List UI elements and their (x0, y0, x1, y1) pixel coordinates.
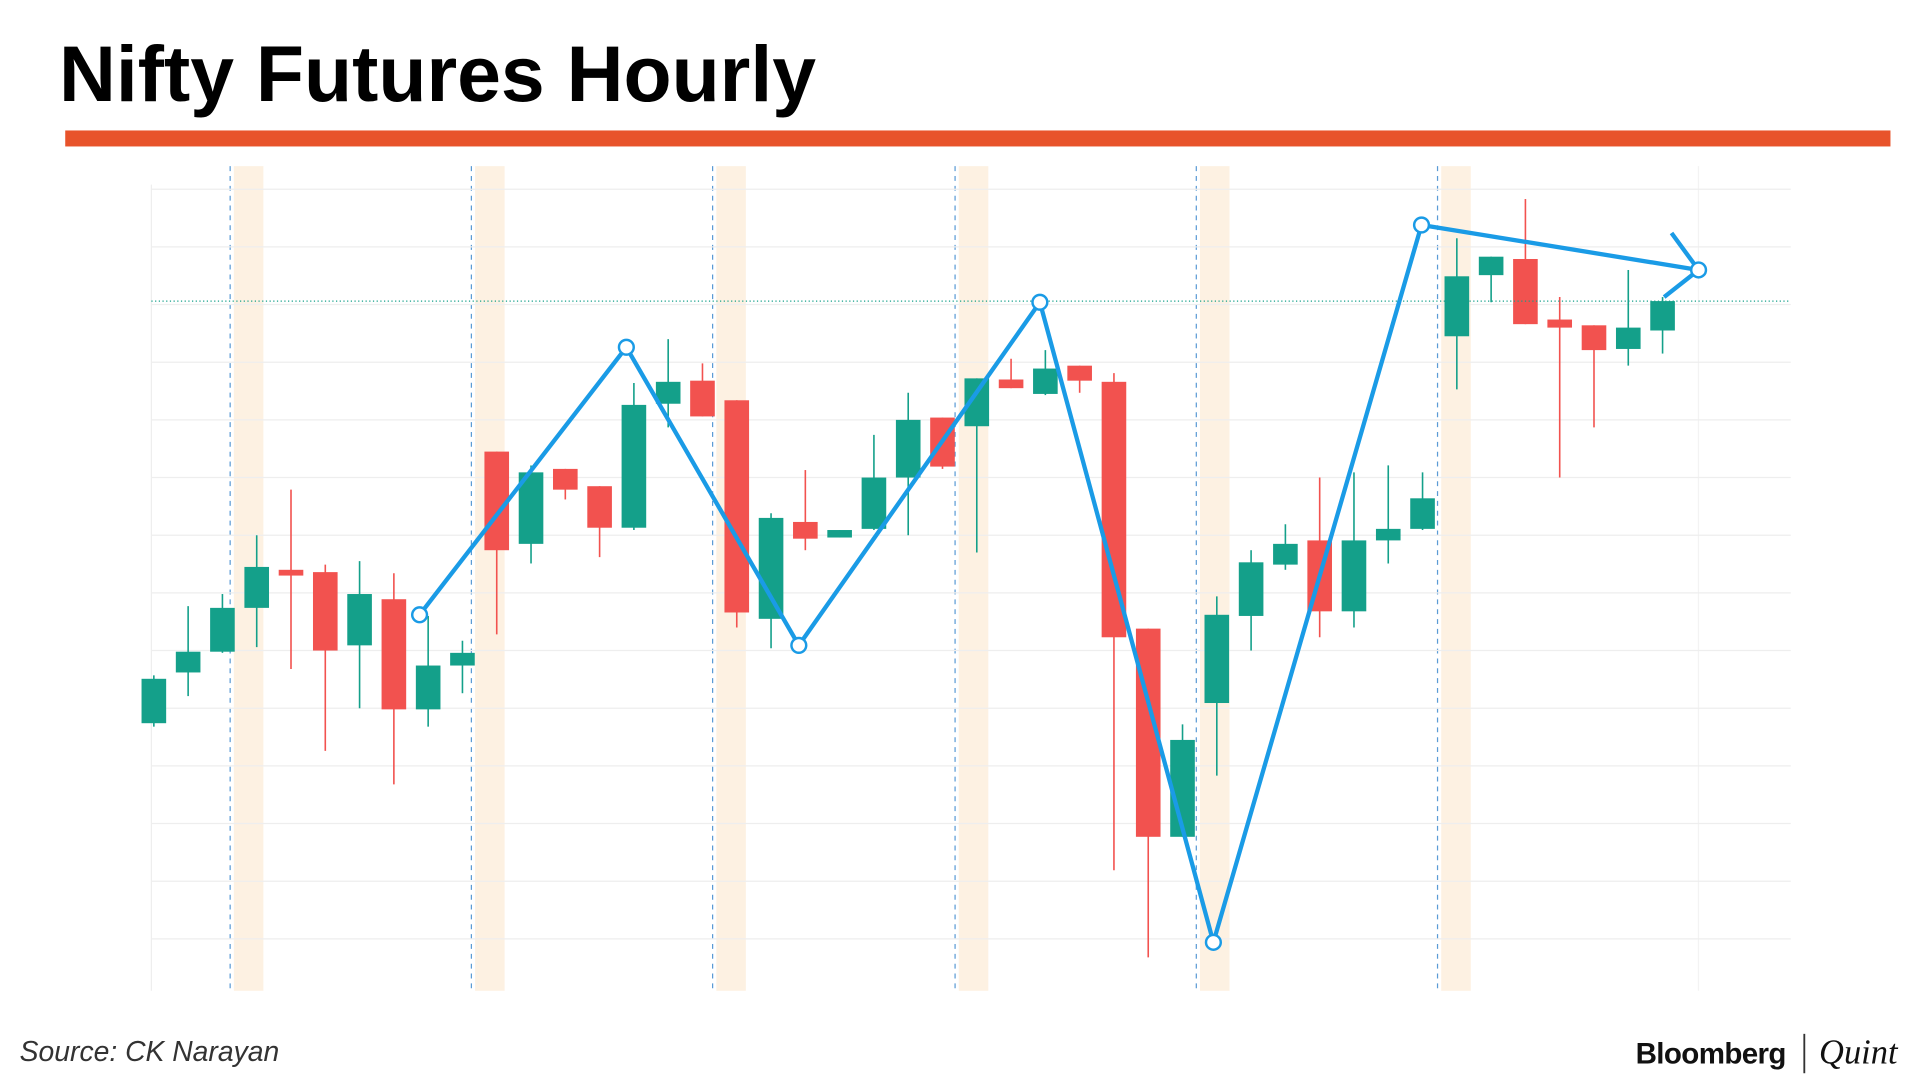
candle-body (621, 404, 647, 528)
candle-body (1547, 319, 1573, 328)
zigzag-point (1204, 933, 1222, 951)
candle-body (655, 381, 681, 404)
candle-body (1238, 562, 1264, 616)
candle-body (553, 468, 578, 490)
candle-body (1410, 498, 1435, 529)
candle-body (1067, 365, 1092, 381)
zigzag-point (1031, 293, 1049, 311)
candle-body (347, 594, 372, 646)
candle-body (278, 569, 304, 576)
candle-body (244, 566, 270, 608)
candle-body (1478, 256, 1504, 276)
zigzag-point (410, 606, 429, 624)
candle-body (724, 400, 750, 613)
session-band (475, 166, 505, 991)
candle-body (1581, 325, 1607, 351)
candle-body (1375, 528, 1401, 541)
title-rule (65, 130, 1891, 147)
zigzag-point (1412, 216, 1431, 234)
candle-body (1033, 368, 1058, 394)
candle-body (450, 652, 475, 666)
brand-name: Bloomberg (1636, 1037, 1786, 1070)
session-band (958, 166, 989, 991)
candle-body (141, 678, 167, 724)
candle-body (312, 572, 338, 651)
candle-body (1101, 381, 1127, 638)
candle-body (1204, 614, 1230, 704)
candle-body (381, 599, 407, 710)
plot-area (141, 166, 1791, 991)
session-band (1200, 166, 1230, 991)
candle-body (1615, 327, 1641, 349)
candle-body (758, 517, 784, 619)
candle-body (1444, 276, 1470, 337)
candle-body (1650, 301, 1675, 331)
candle-body (793, 521, 818, 539)
zigzag-point (1689, 261, 1708, 279)
candle-body (1513, 258, 1538, 325)
candle-body (415, 665, 441, 710)
zigzag-point (617, 338, 635, 356)
candle-body (1341, 540, 1367, 612)
candle-body (587, 486, 612, 528)
brand-sub: Quint (1819, 1033, 1899, 1071)
candle-body (175, 651, 201, 673)
chart-title: Nifty Futures Hourly (59, 30, 816, 118)
candle-body (861, 477, 887, 529)
source-note: Source: CK Narayan (20, 1035, 280, 1067)
zigzag-point (790, 636, 808, 654)
candle-body (1273, 543, 1298, 565)
candle-body (895, 419, 921, 478)
candle-body (827, 530, 852, 538)
candle-body (998, 379, 1024, 389)
candle-body (210, 607, 235, 652)
candle-body (690, 380, 715, 417)
